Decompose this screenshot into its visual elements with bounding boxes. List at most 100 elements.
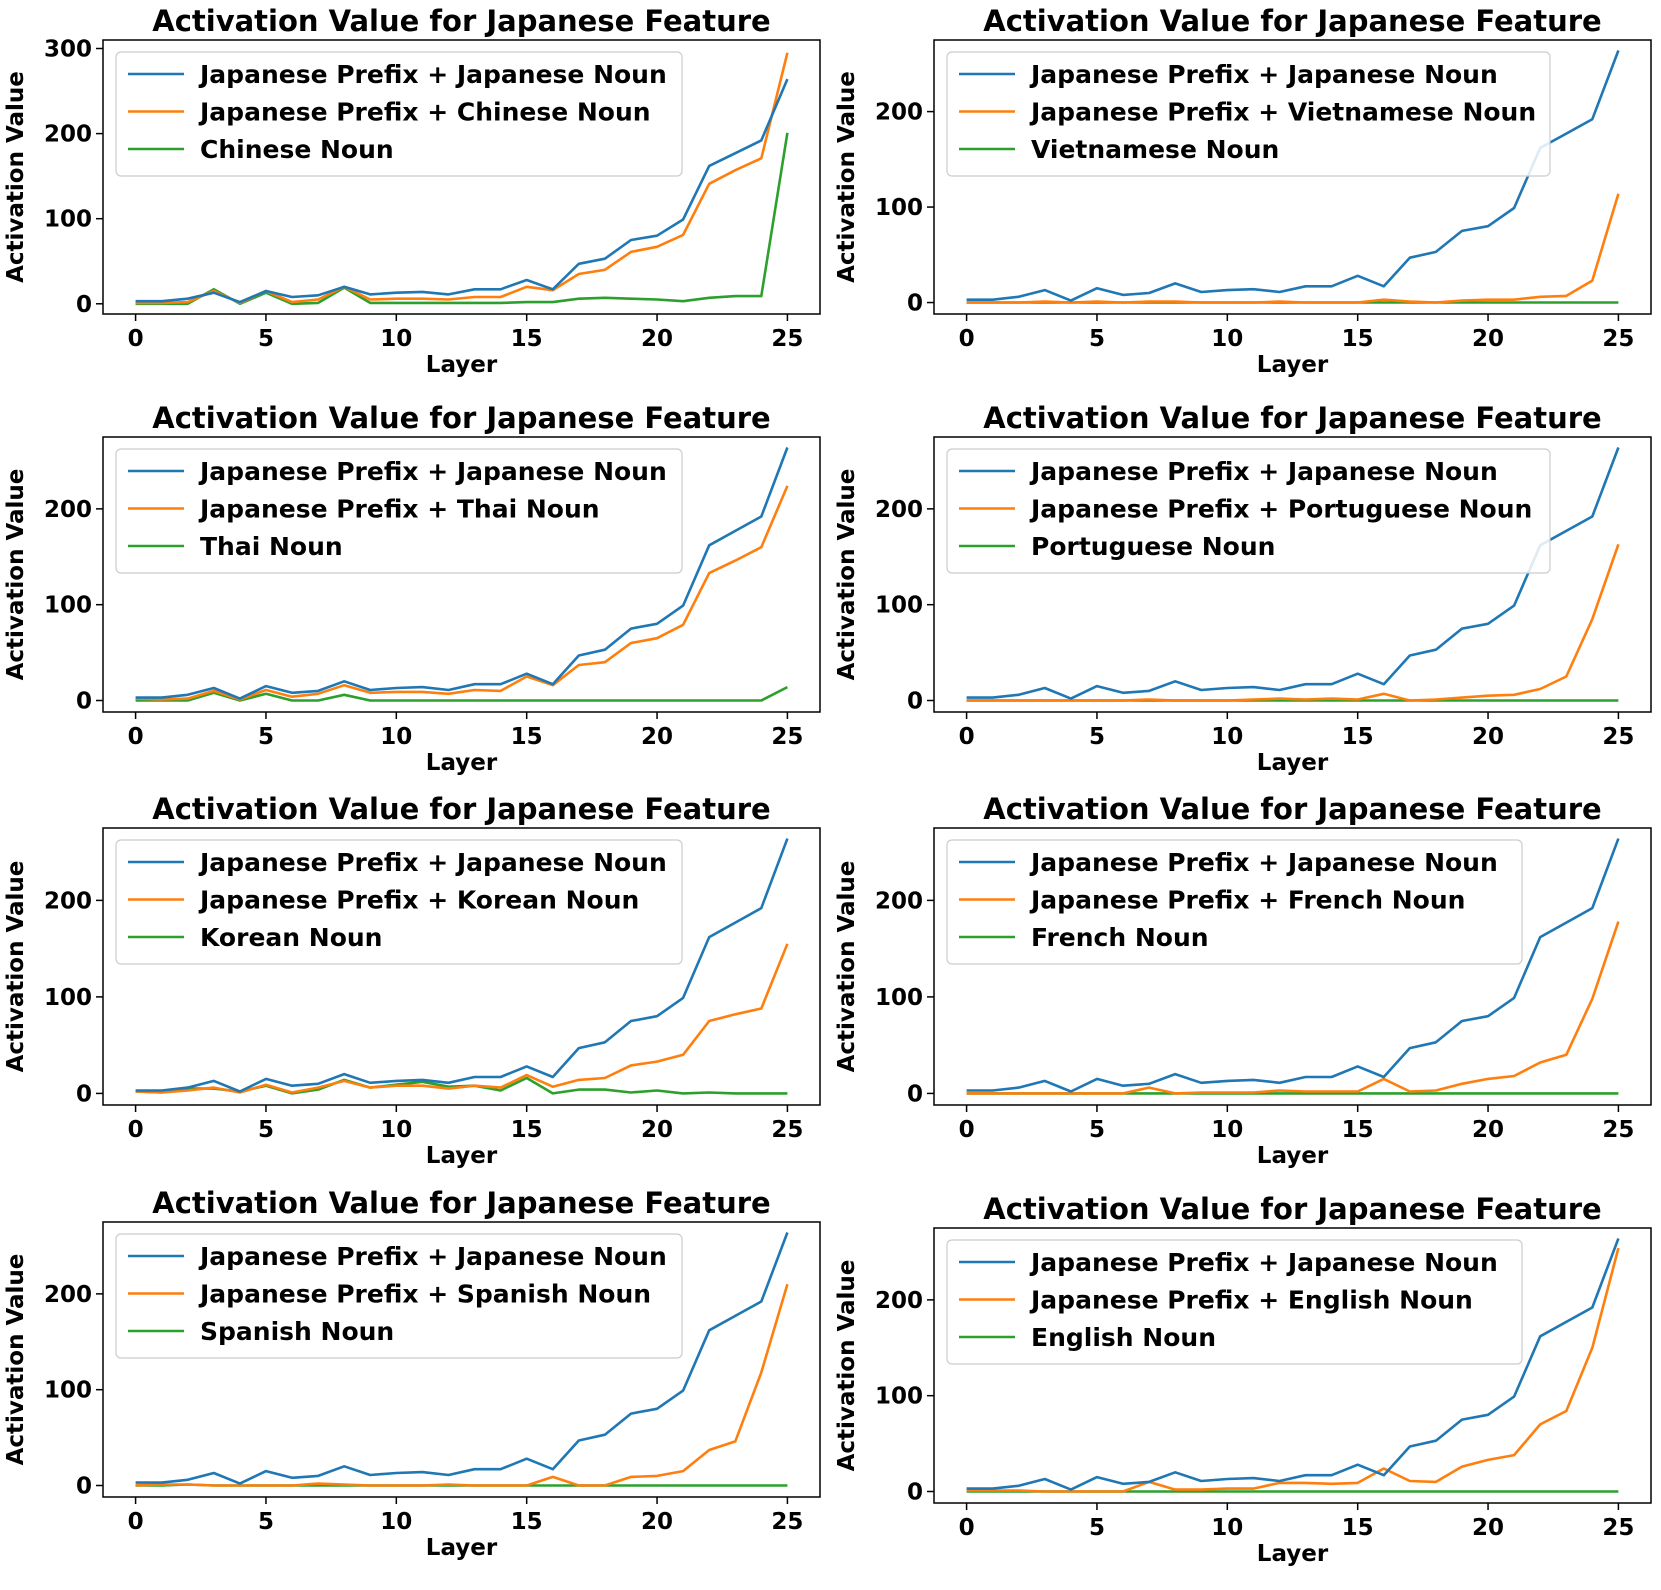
series-line-2: [966, 1247, 1620, 1493]
x-tick-label: 10: [1211, 326, 1243, 352]
x-axis-label: Layer: [426, 1535, 498, 1561]
series-line-2: [135, 1283, 789, 1487]
series-line-1: [966, 838, 1620, 1093]
legend: Japanese Prefix + Japanese Noun Japanese …: [115, 448, 683, 574]
chart-title: Activation Value for Japanese Feature: [152, 792, 770, 826]
x-tick-label: 5: [1089, 326, 1105, 352]
chart-title: Activation Value for Japanese Feature: [983, 4, 1601, 38]
y-tick-label: 0: [907, 291, 923, 317]
legend-box: [946, 1239, 1523, 1365]
x-tick-label: 20: [1472, 326, 1504, 352]
plot-frame: [933, 436, 1652, 713]
y-tick-label: 200: [875, 888, 923, 914]
x-tick-label: 15: [1342, 1515, 1374, 1541]
plot-frame: [102, 436, 821, 713]
y-tick-label: 0: [907, 1480, 923, 1506]
legend-label: Thai Noun: [200, 532, 343, 561]
x-axis-label: Layer: [1257, 352, 1329, 378]
y-axis-label: Activation Value: [834, 469, 860, 681]
plot-frame: [933, 827, 1652, 1106]
x-tick-label: 10: [380, 724, 412, 750]
x-tick-label: 25: [1602, 326, 1634, 352]
x-tick-label: 10: [380, 326, 412, 352]
legend-label: Japanese Prefix + French Noun: [1029, 886, 1465, 915]
plot-frame: [933, 39, 1652, 315]
legend: Japanese Prefix + Japanese Noun Japanese …: [946, 1239, 1523, 1365]
y-axis-label: Activation Value: [3, 861, 29, 1073]
legend-label: Korean Noun: [200, 923, 382, 952]
legend-label: Vietnamese Noun: [1031, 135, 1279, 164]
y-axis-label: Activation Value: [834, 861, 860, 1073]
x-tick-label: 10: [380, 1117, 412, 1143]
y-axis-label: Activation Value: [3, 469, 29, 681]
y-tick-label: 0: [76, 689, 92, 715]
legend-label: Japanese Prefix + Chinese Noun: [198, 98, 651, 127]
x-tick-label: 5: [1089, 1515, 1105, 1541]
legend-box: [115, 1233, 683, 1359]
x-tick-label: 10: [380, 1509, 412, 1535]
y-axis-label: Activation Value: [834, 1260, 860, 1472]
y-tick-label: 300: [44, 37, 92, 63]
x-tick-label: 5: [258, 724, 274, 750]
y-tick-label: 200: [875, 1288, 923, 1314]
x-tick-label: 0: [959, 1117, 975, 1143]
x-axis-label: Layer: [1257, 1541, 1329, 1567]
series-line-2: [966, 193, 1620, 304]
x-tick-label: 0: [959, 1515, 975, 1541]
chart-panel-3: Activation Value for Japanese Feature 0 5 1…: [3, 401, 821, 776]
x-tick-label: 5: [258, 1509, 274, 1535]
x-tick-label: 15: [511, 1117, 543, 1143]
y-tick-label: 100: [875, 985, 923, 1011]
x-axis-label: Layer: [426, 1143, 498, 1169]
series-line-3: [135, 685, 788, 702]
chart-panel-1: Activation Value for Japanese Feature 0 5 1…: [3, 4, 821, 378]
x-axis-label: Layer: [1257, 1143, 1329, 1169]
x-tick-label: 0: [128, 724, 144, 750]
y-tick-label: 200: [44, 122, 92, 148]
chart-panel-4: Activation Value for Japanese Feature 0 5 1…: [834, 401, 1652, 776]
x-tick-label: 5: [1089, 724, 1105, 750]
legend-box: [115, 839, 683, 965]
series-line-2: [135, 943, 789, 1094]
y-tick-label: 200: [44, 888, 92, 914]
y-tick-label: 200: [875, 497, 923, 523]
legend-label: Japanese Prefix + Japanese Noun: [198, 457, 667, 486]
legend-label: Japanese Prefix + Japanese Noun: [198, 1242, 667, 1271]
series-line-1: [966, 50, 1620, 302]
x-tick-label: 15: [1342, 326, 1374, 352]
x-tick-label: 0: [128, 1509, 144, 1535]
legend-label: Chinese Noun: [200, 135, 394, 164]
legend-label: Japanese Prefix + Japanese Noun: [1029, 60, 1498, 89]
x-tick-label: 15: [1342, 724, 1374, 750]
y-tick-label: 100: [875, 195, 923, 221]
plot-frame: [102, 39, 821, 315]
chart-panel-2: Activation Value for Japanese Feature 0 5 1…: [834, 4, 1652, 378]
y-tick-label: 0: [907, 1081, 923, 1107]
legend-label: Japanese Prefix + Japanese Noun: [198, 848, 667, 877]
legend-box: [946, 839, 1523, 965]
legend: Japanese Prefix + Japanese Noun Japanese …: [115, 839, 683, 965]
plot-frame: [102, 827, 821, 1106]
y-tick-label: 200: [44, 1282, 92, 1308]
x-tick-label: 10: [1211, 1117, 1243, 1143]
chart-title: Activation Value for Japanese Feature: [152, 401, 770, 435]
legend-label: Japanese Prefix + Thai Noun: [198, 495, 600, 524]
legend: Japanese Prefix + Japanese Noun Japanese …: [946, 51, 1551, 177]
x-axis-label: Layer: [1257, 750, 1329, 776]
x-tick-label: 5: [258, 1117, 274, 1143]
legend-box: [946, 51, 1551, 177]
x-tick-label: 25: [771, 326, 803, 352]
x-tick-label: 15: [511, 1509, 543, 1535]
legend-label: Japanese Prefix + Japanese Noun: [1029, 848, 1498, 877]
x-tick-label: 25: [771, 724, 803, 750]
x-tick-label: 5: [258, 326, 274, 352]
x-tick-label: 20: [1472, 1515, 1504, 1541]
legend: Japanese Prefix + Japanese Noun Japanese …: [946, 839, 1523, 965]
legend-label: Japanese Prefix + English Noun: [1029, 1286, 1473, 1315]
legend-label: Japanese Prefix + Japanese Noun: [1029, 1248, 1498, 1277]
x-tick-label: 25: [771, 1117, 803, 1143]
x-tick-label: 20: [641, 724, 673, 750]
x-tick-label: 20: [641, 1509, 673, 1535]
x-tick-label: 0: [128, 1117, 144, 1143]
